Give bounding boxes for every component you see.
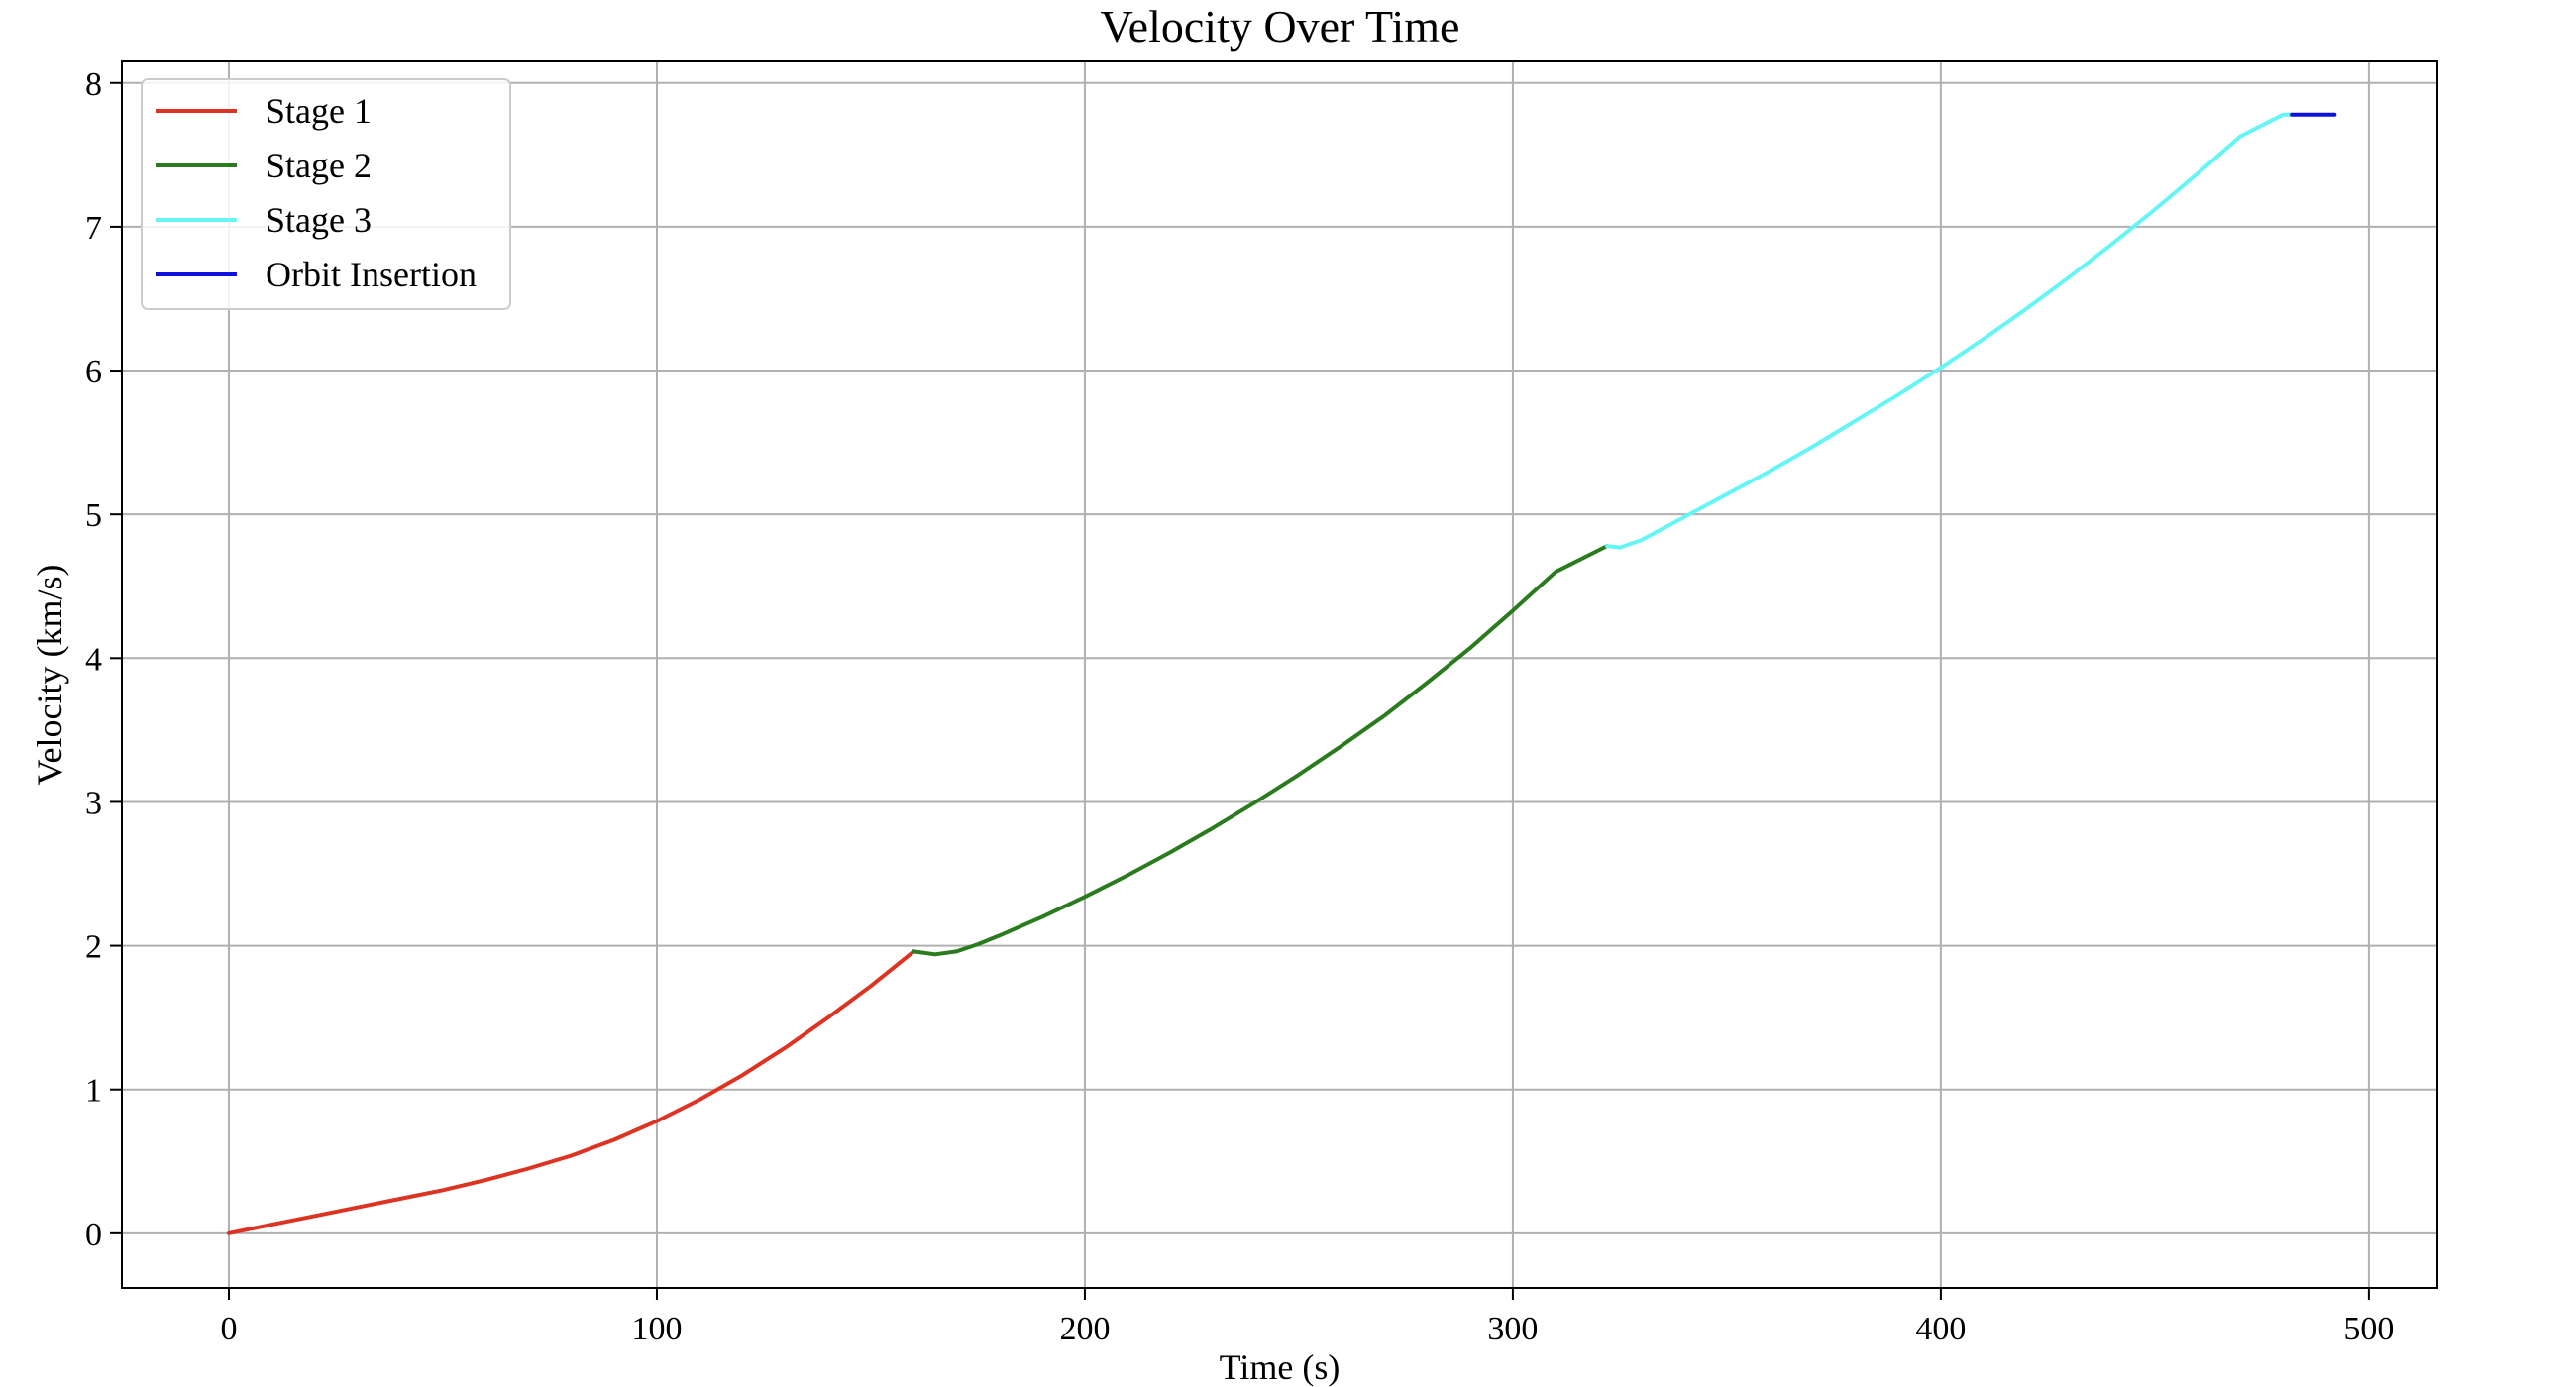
x-tick-label: 100: [631, 1311, 682, 1347]
legend-label: Stage 2: [266, 146, 372, 185]
x-tick-label: 500: [2343, 1311, 2394, 1347]
x-tick-label: 400: [1915, 1311, 1966, 1347]
y-axis-ticks: 0 1 2 3 4 5 6 7 8: [85, 66, 122, 1253]
y-tick-label: 8: [85, 66, 102, 103]
y-tick-label: 3: [85, 785, 102, 821]
y-tick-label: 6: [85, 354, 102, 390]
y-axis-label: Velocity (km/s): [30, 565, 69, 786]
x-axis-ticks: 0 100 200 300 400 500: [220, 1288, 2394, 1347]
y-tick-label: 4: [85, 641, 102, 678]
y-tick-label: 7: [85, 210, 102, 247]
x-tick-label: 300: [1487, 1311, 1538, 1347]
series-line-1: [227, 949, 916, 1235]
legend-label: Stage 3: [266, 200, 372, 240]
series-line-2: [912, 544, 1609, 957]
x-tick-label: 0: [220, 1311, 237, 1347]
y-tick-label: 5: [85, 497, 102, 534]
y-tick-label: 2: [85, 929, 102, 966]
grid-lines: [122, 61, 2437, 1288]
chart-title: Velocity Over Time: [1101, 1, 1460, 52]
legend-label: Orbit Insertion: [266, 255, 477, 294]
plot-series: [227, 112, 2337, 1235]
series-line-3: [1605, 112, 2295, 550]
y-tick-label: 1: [85, 1073, 102, 1110]
legend-label: Stage 1: [266, 91, 372, 131]
plot-frame: [121, 60, 2438, 1289]
x-tick-label: 200: [1059, 1311, 1110, 1347]
y-tick-label: 0: [85, 1217, 102, 1253]
x-axis-label: Time (s): [1220, 1347, 1341, 1387]
legend: Stage 1 Stage 2 Stage 3 Orbit Insertion: [141, 78, 511, 310]
legend-box: [141, 78, 511, 310]
